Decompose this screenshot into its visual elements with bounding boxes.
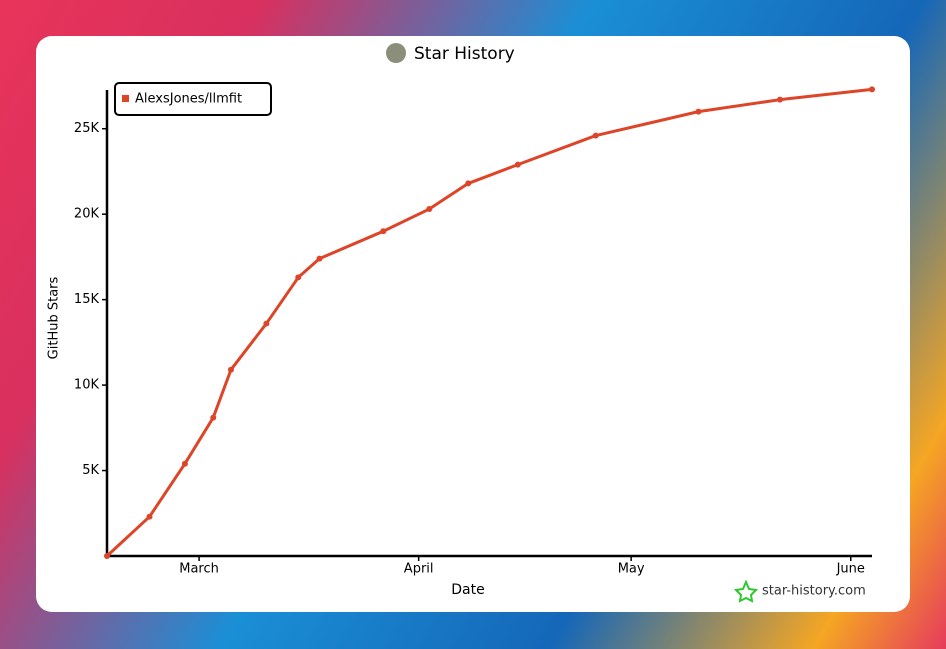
x-tick-label: May	[618, 562, 645, 577]
legend-box	[114, 82, 272, 116]
legend-label: AlexsJones/llmfit	[135, 92, 242, 107]
x-tick-label: March	[179, 562, 219, 577]
data-point	[514, 161, 521, 168]
data-point	[695, 108, 702, 115]
watermark: star-history.com	[762, 584, 866, 599]
x-axis-title: Date	[451, 582, 484, 598]
data-point	[181, 460, 188, 467]
y-tick-label: 15K	[74, 292, 100, 307]
data-point	[210, 414, 217, 421]
y-tick-label: 20K	[74, 207, 100, 222]
data-point	[592, 132, 599, 139]
series-line	[105, 87, 873, 558]
y-tick-label: 10K	[74, 378, 100, 393]
y-tick-label: 5K	[82, 463, 99, 478]
data-point	[104, 553, 110, 559]
data-point	[295, 274, 302, 281]
data-point	[465, 180, 472, 187]
data-point	[316, 255, 323, 262]
data-point	[227, 366, 234, 373]
x-tick-label: April	[404, 562, 434, 577]
data-point	[426, 206, 433, 213]
data-point	[776, 96, 783, 103]
chart-title: Star History	[414, 44, 515, 64]
x-tick-label: June	[836, 562, 865, 577]
card	[36, 36, 910, 612]
y-tick-label: 25K	[74, 121, 100, 136]
data-point	[263, 320, 270, 327]
logo	[733, 579, 759, 603]
data-point	[869, 86, 875, 93]
data-point	[380, 228, 387, 235]
avatar	[386, 43, 406, 63]
data-point	[146, 513, 153, 520]
y-axis-title: GitHub Stars	[47, 276, 62, 359]
legend-swatch	[122, 95, 129, 102]
